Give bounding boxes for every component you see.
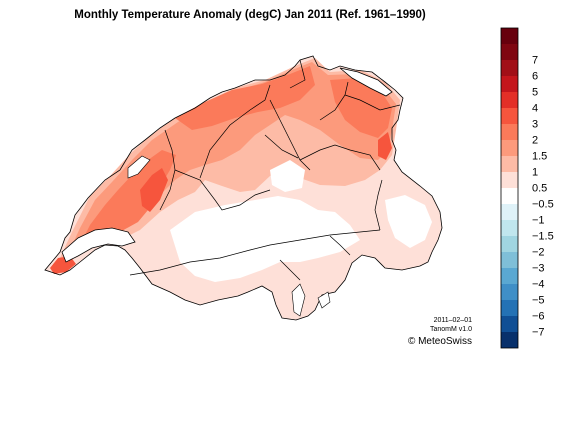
legend-label: 1.5 <box>532 151 547 163</box>
anomaly-zone-neutral-c <box>270 160 305 192</box>
legend-swatch <box>501 172 518 188</box>
legend-swatch <box>501 252 518 268</box>
lake-constance <box>339 67 393 97</box>
legend-swatch <box>501 236 518 252</box>
anomaly-zone-neutral <box>170 196 360 282</box>
country-border <box>44 55 443 321</box>
legend-swatch <box>501 76 518 92</box>
legend-label: −1.5 <box>532 231 554 243</box>
legend-swatch <box>501 28 518 44</box>
lake-neuchatel <box>127 155 151 179</box>
legend-label: 0.5 <box>532 183 547 195</box>
legend-label: −7 <box>532 327 545 339</box>
legend-swatch <box>501 220 518 236</box>
anomaly-zone-neutral-b <box>385 195 432 248</box>
legend-label: −5 <box>532 295 545 307</box>
credit-organization: © MeteoSwiss <box>407 336 472 347</box>
legend-swatch <box>501 92 518 108</box>
legend-label: 5 <box>532 87 538 99</box>
lake-lugano <box>317 291 331 309</box>
anomaly-zone-3-4c <box>378 132 392 160</box>
legend-label: 6 <box>532 71 538 83</box>
legend-swatch <box>501 156 518 172</box>
legend-swatch <box>501 316 518 332</box>
legend-swatch <box>501 268 518 284</box>
legend-swatch <box>501 140 518 156</box>
canton-boundaries <box>129 59 401 281</box>
anomaly-zone-3-4 <box>140 168 168 212</box>
anomaly-zone-2-3 <box>80 150 176 245</box>
legend-label: 3 <box>532 119 538 131</box>
legend-swatch <box>501 60 518 76</box>
credit-version: TanomM v1.0 <box>429 326 472 333</box>
legend-label: −3 <box>532 263 545 275</box>
legend-label: 4 <box>532 103 538 115</box>
legend-label: 2 <box>532 135 538 147</box>
legend-swatch <box>501 284 518 300</box>
lake-geneva <box>61 227 136 263</box>
legend-label: 7 <box>532 55 538 67</box>
legend-swatch <box>501 332 518 348</box>
legend-frame <box>500 27 519 349</box>
lake-maggiore <box>291 283 306 317</box>
legend-swatch <box>501 204 518 220</box>
map-title: Monthly Temperature Anomaly (degC) Jan 2… <box>74 9 426 21</box>
credit-date: 2011–02–01 <box>433 317 472 324</box>
legend-label: −1 <box>532 215 545 227</box>
legend-swatch <box>501 44 518 60</box>
switzerland-anomaly-map <box>44 55 443 321</box>
legend-swatch <box>501 124 518 140</box>
legend-swatch <box>501 188 518 204</box>
anomaly-zone-2-3b <box>175 66 315 130</box>
legend-label: −6 <box>532 311 545 323</box>
legend-label: −0.5 <box>532 199 554 211</box>
legend-label: −2 <box>532 247 545 259</box>
legend-swatch <box>501 108 518 124</box>
legend-swatch <box>501 300 518 316</box>
legend-label: 1 <box>532 167 538 179</box>
legend-label: −4 <box>532 279 545 291</box>
